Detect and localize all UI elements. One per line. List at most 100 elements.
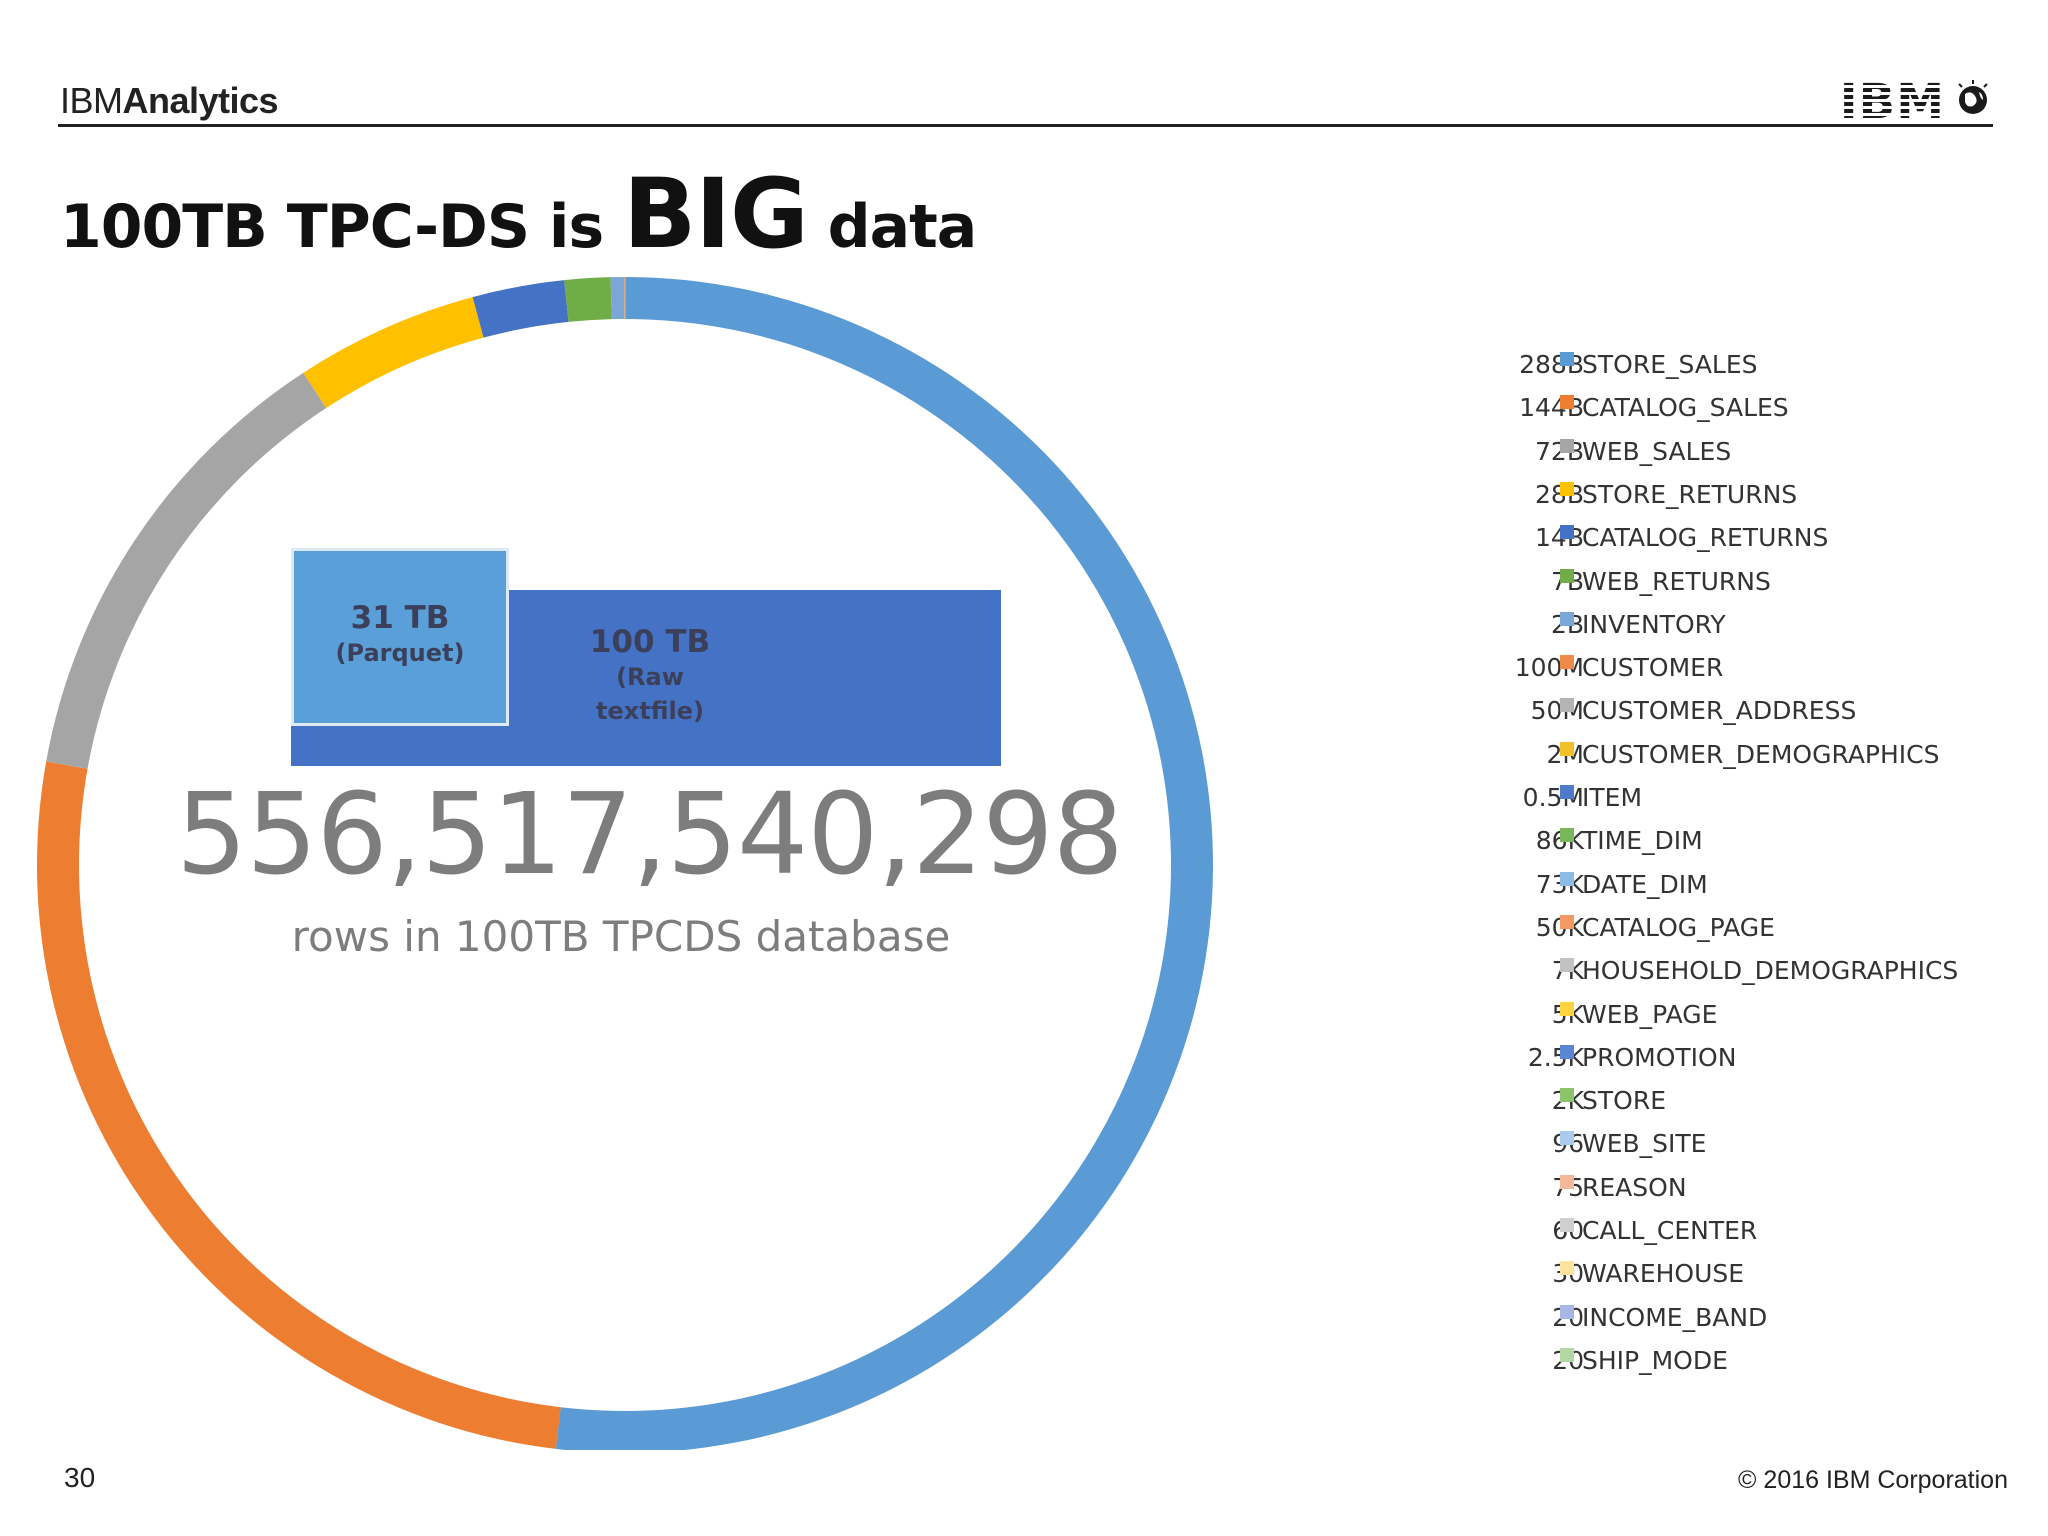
legend-label: WEB_RETURNS: [1582, 566, 1771, 596]
legend-item: 2.5K PROMOTION: [1430, 1043, 2030, 1077]
legend-count: 288B: [1519, 350, 1584, 379]
legend-count: 73K: [1536, 870, 1584, 899]
legend-label: CATALOG_PAGE: [1582, 912, 1775, 942]
legend-item: 50M CUSTOMER_ADDRESS: [1430, 696, 2030, 730]
legend-count: 72B: [1535, 437, 1584, 466]
legend-label: CUSTOMER_DEMOGRAPHICS: [1582, 739, 1940, 769]
parquet-bar: [291, 548, 509, 726]
legend-swatch: [1560, 914, 1574, 929]
legend-item: 86KTIME_DIM: [1430, 826, 2030, 860]
donut-slice-catalog-returns: [472, 280, 569, 338]
legend-item: 7BWEB_RETURNS: [1430, 567, 2030, 601]
legend-swatch: [1560, 1218, 1574, 1232]
parquet-size: 31 TB: [350, 600, 450, 636]
legend-item: 2KSTORE: [1430, 1086, 2030, 1120]
donut-slice-store-returns: [303, 297, 484, 408]
legend-label: INCOME_BAND: [1582, 1302, 1768, 1332]
legend-count: 2.5K: [1527, 1042, 1584, 1072]
legend-label: WEB_PAGE: [1582, 999, 1718, 1029]
legend-item: 288B STORE_SALES: [1430, 350, 2030, 384]
legend-count: 86K: [1536, 826, 1584, 855]
title-part1: 100TB TPC-DS is: [60, 192, 624, 262]
raw-format-line1: (Raw: [616, 663, 684, 691]
legend-item: 20INCOME_BAND: [1430, 1303, 2030, 1337]
page-number: 30: [64, 1462, 96, 1493]
donut-chart: [37, 277, 1214, 1450]
legend-label: CUSTOMER: [1582, 653, 1724, 683]
title-big: BIG: [623, 158, 809, 270]
brand-suffix: Analytics: [122, 80, 279, 121]
brand-prefix: IBM: [60, 80, 123, 121]
legend-swatch: [1560, 1347, 1574, 1362]
legend-label: STORE_RETURNS: [1582, 479, 1798, 509]
legend-swatch: [1560, 395, 1574, 410]
legend-swatch: [1560, 1261, 1574, 1276]
legend-item: 50KCATALOG_PAGE: [1430, 913, 2030, 947]
raw-size: 100 TB: [589, 624, 711, 660]
donut-slice-customer: [623, 277, 625, 320]
legend-item: 100M CUSTOMER: [1430, 653, 2030, 687]
legend-swatch: [1560, 1131, 1574, 1146]
donut-slice-web-returns: [564, 277, 612, 322]
legend-item: 30WAREHOUSE: [1430, 1259, 2030, 1293]
legend-swatch: [1560, 525, 1574, 540]
legend-swatch: [1560, 352, 1574, 366]
total-rows: 556,517,540,298: [176, 770, 1124, 900]
legend-label: CUSTOMER_ADDRESS: [1582, 696, 1857, 726]
legend-swatch: [1560, 871, 1574, 886]
legend-swatch: [1560, 611, 1574, 626]
legend-count: 50M: [1530, 696, 1584, 726]
donut-slice-inventory: [610, 277, 625, 320]
legend-swatch: [1560, 438, 1574, 453]
legend-label: WAREHOUSE: [1582, 1259, 1745, 1289]
legend-swatch: [1560, 698, 1574, 713]
parquet-format: (Parquet): [335, 639, 465, 667]
legend-swatch: [1560, 655, 1574, 670]
legend-item: 60CALL_CENTER: [1430, 1216, 2030, 1250]
legend-label: CATALOG_RETURNS: [1582, 523, 1829, 553]
legend-swatch: [1560, 568, 1574, 583]
legend-count: 144B: [1519, 393, 1584, 423]
parquet-label: 31 TB (Parquet): [291, 600, 509, 670]
legend-label: HOUSEHOLD_DEMOGRAPHICS: [1582, 956, 1959, 986]
legend-swatch: [1560, 1174, 1574, 1189]
legend-label: PROMOTION: [1582, 1042, 1737, 1072]
legend-item: 28BSTORE_RETURNS: [1430, 480, 2030, 514]
legend-label: WEB_SITE: [1582, 1129, 1707, 1159]
legend-label: DATE_DIM: [1582, 869, 1708, 899]
legend-label: REASON: [1582, 1172, 1687, 1202]
legend-count: 14B: [1535, 523, 1584, 552]
globe-icon: [1958, 80, 1988, 114]
brand-title: IBMAnalytics: [60, 80, 279, 122]
title-part2: data: [807, 192, 978, 262]
legend-label: WEB_SALES: [1582, 436, 1732, 466]
legend-swatch: [1560, 1088, 1574, 1103]
legend-item: 14BCATALOG_RETURNS: [1430, 523, 2030, 557]
legend-label: STORE_SALES: [1582, 350, 1758, 379]
legend-item: 2MCUSTOMER_DEMOGRAPHICS: [1430, 740, 2030, 774]
legend-item: 75REASON: [1430, 1173, 2030, 1207]
legend-item: 96WEB_SITE: [1430, 1129, 2030, 1163]
legend-item: 20SHIP_MODE: [1430, 1346, 2030, 1380]
legend-label: STORE: [1582, 1086, 1666, 1116]
ibm-logo: IBM: [1839, 74, 1945, 130]
legend-label: SHIP_MODE: [1582, 1345, 1728, 1375]
legend-item: 72BWEB_SALES: [1430, 437, 2030, 471]
raw-label: 100 TB (Raw textfile): [540, 624, 760, 728]
legend-count: 50K: [1536, 913, 1584, 942]
legend-swatch: [1560, 1001, 1574, 1016]
slide-header: IBMAnalytics IBM: [58, 74, 1993, 130]
raw-format-line2: textfile): [596, 697, 704, 725]
legend-count: 28B: [1535, 480, 1584, 509]
legend-count: 0.5M: [1522, 783, 1584, 812]
legend-label: CATALOG_SALES: [1582, 393, 1789, 423]
legend-swatch: [1560, 828, 1574, 843]
legend-item: 7KHOUSEHOLD_DEMOGRAPHICS: [1430, 956, 2030, 990]
legend-swatch: [1560, 785, 1574, 799]
legend-swatch: [1560, 1044, 1574, 1059]
legend-label: CALL_CENTER: [1582, 1216, 1758, 1245]
donut-slice-web-sales: [46, 372, 327, 769]
legend-item: 0.5M ITEM: [1430, 783, 2030, 817]
legend-label: INVENTORY: [1582, 609, 1726, 639]
legend-swatch: [1560, 958, 1574, 973]
